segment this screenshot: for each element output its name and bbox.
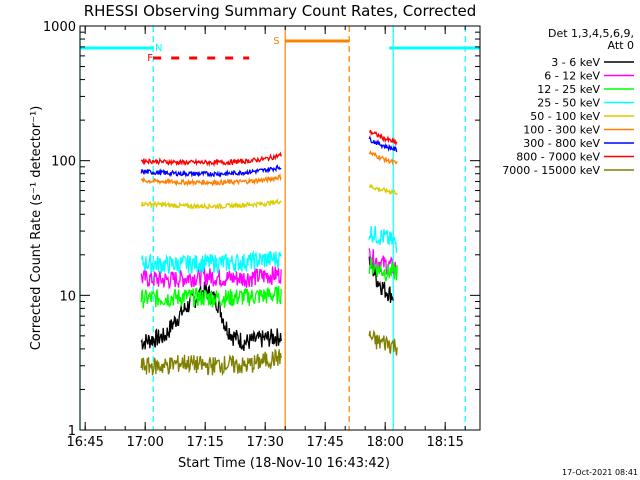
x-tick-label-3: 17:30 [246,435,283,450]
legend-label-7: 800 - 7000 keV [516,151,600,164]
x-axis-label: Start Time (18-Nov-10 16:43:42) [178,456,390,471]
x-tick-label-6: 18:15 [426,435,463,450]
legend-label-6: 300 - 800 keV [523,137,600,150]
series-7-line-1 [369,129,398,147]
legend-label-3: 25 - 50 keV [537,97,600,110]
x-tick-label-0: 16:45 [66,435,103,450]
series-1-line-0 [140,264,282,290]
series-6-line-0 [140,164,282,178]
series-8-line-0 [140,348,282,377]
series-5-line-0 [140,172,282,188]
chart-title: RHESSI Observing Summary Count Rates, Co… [84,2,477,20]
legend-label-1: 6 - 12 keV [544,70,600,83]
series-6-line-1 [368,135,398,153]
legend-label-8: 7000 - 15000 keV [502,164,600,177]
x-tick-label-1: 17:00 [126,435,163,450]
series-0-line-1 [368,256,394,304]
series-2-line-0 [140,285,282,309]
series-4-line-0 [140,197,282,211]
series-3-line-1 [368,225,398,254]
flag-label-s: S [273,36,279,47]
legend-label-5: 100 - 300 keV [523,124,600,137]
legend-label-0: 3 - 6 keV [551,56,600,69]
y-axis-label: Corrected Count Rate (s⁻¹ detector⁻¹) [29,106,44,351]
legend-header-0: Det 1,3,4,5,6,9, [548,27,634,40]
plot-area: NF S 16:45 17:00 17:15 17:30 17:45 18:00 18:15 1 1… [43,20,481,450]
series-3-line-0 [140,249,282,275]
y-tick-label-2: 100 [51,155,76,170]
legend-label-2: 12 - 25 keV [537,83,600,96]
series-2-line-1 [368,257,398,282]
series-5-line-1 [368,150,398,166]
legend-label-4: 50 - 100 keV [530,110,600,123]
x-tick-label-4: 17:45 [306,435,343,450]
y-tick-label-1: 10 [59,289,76,304]
plot-frame [79,25,481,431]
flag-label-f: F [147,53,153,64]
series-7-line-0 [140,151,282,167]
flag-label-n: N [155,43,162,54]
x-tick-label-2: 17:15 [186,435,223,450]
x-tick-label-5: 18:00 [366,435,403,450]
y-tick-label-3: 1000 [43,20,76,35]
y-tick-label-0: 1 [68,424,76,439]
legend-header-1: Att 0 [608,39,634,52]
footer-timestamp: 17-Oct-2021 08:41 [562,468,638,477]
series-8-line-1 [368,329,398,356]
series-4-line-1 [368,184,398,196]
